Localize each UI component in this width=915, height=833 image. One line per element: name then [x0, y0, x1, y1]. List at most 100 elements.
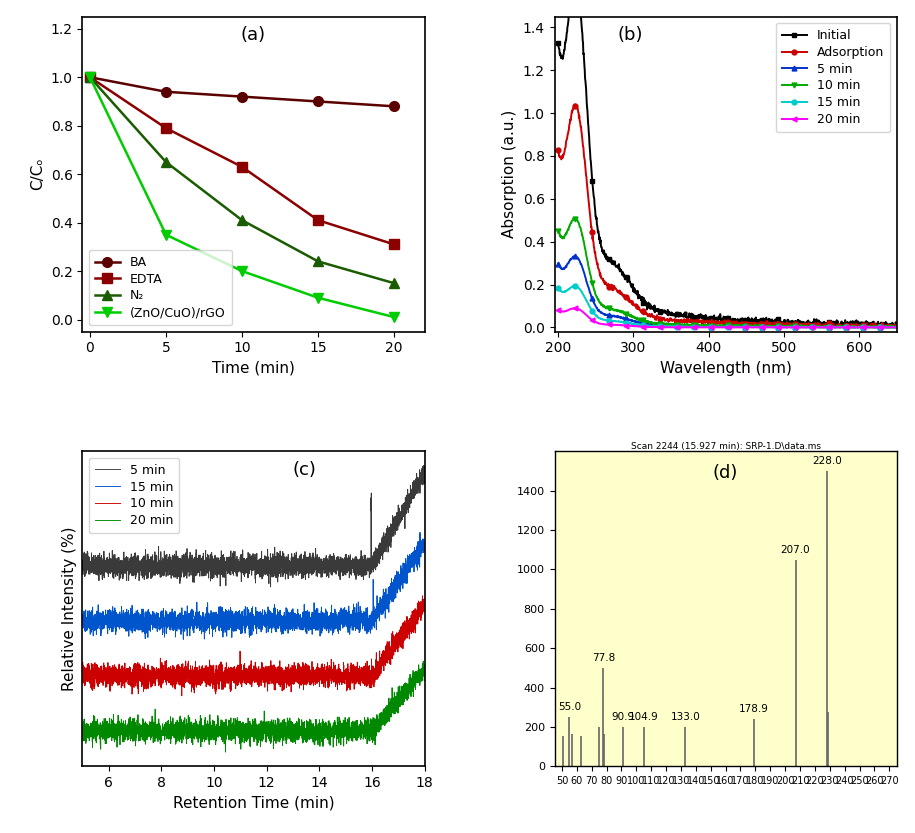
15 min — [392, 571, 403, 581]
Legend: BA, EDTA, N₂, (ZnO/CuO)/rGO: BA, EDTA, N₂, (ZnO/CuO)/rGO — [89, 250, 231, 326]
5 min — [570, 251, 581, 261]
Adsorption — [553, 145, 564, 155]
10 min — [392, 641, 403, 651]
20 min — [221, 729, 231, 739]
10 min — [221, 668, 231, 678]
15 min — [702, 322, 713, 332]
EDTA — [160, 123, 171, 133]
5 min — [409, 493, 420, 503]
Line: 10 min: 10 min — [82, 596, 425, 696]
5 min — [741, 322, 752, 332]
Text: (d): (d) — [713, 464, 738, 482]
20 min — [419, 663, 430, 673]
Line: (ZnO/CuO)/rGO: (ZnO/CuO)/rGO — [85, 72, 399, 322]
10 min — [824, 322, 834, 332]
Adsorption — [807, 322, 818, 332]
Y-axis label: Relative Intensity (%): Relative Intensity (%) — [62, 526, 77, 691]
15 min — [409, 554, 420, 564]
5 min — [702, 321, 713, 331]
15 min — [817, 322, 828, 332]
EDTA — [389, 239, 400, 249]
5 min — [77, 567, 88, 577]
15 min — [240, 622, 251, 632]
15 min — [722, 322, 733, 332]
20 min — [660, 322, 671, 332]
Initial — [785, 318, 796, 328]
Line: EDTA: EDTA — [85, 72, 399, 249]
Line: Adsorption: Adsorption — [556, 102, 899, 330]
10 min — [419, 594, 430, 604]
5 min — [824, 322, 834, 332]
(ZnO/CuO)/rGO — [84, 72, 95, 82]
10 min — [240, 670, 251, 680]
(ZnO/CuO)/rGO — [160, 230, 171, 240]
15 min — [414, 527, 425, 537]
Text: (a): (a) — [241, 26, 266, 44]
10 min — [690, 322, 701, 332]
5 min — [265, 582, 276, 592]
15 min — [786, 322, 797, 332]
15 min — [77, 620, 88, 630]
BA — [160, 87, 171, 97]
BA — [237, 92, 248, 102]
Line: 5 min: 5 min — [556, 253, 899, 330]
Text: 55.0: 55.0 — [558, 702, 581, 712]
BA — [313, 97, 324, 107]
(ZnO/CuO)/rGO — [237, 266, 248, 276]
Line: 10 min: 10 min — [556, 216, 899, 330]
10 min — [702, 321, 713, 331]
Line: N₂: N₂ — [85, 72, 399, 288]
5 min — [817, 322, 828, 332]
5 min — [419, 464, 430, 474]
20 min — [77, 724, 88, 734]
Line: BA: BA — [85, 72, 399, 111]
20 min — [418, 656, 429, 666]
10 min — [223, 675, 234, 685]
10 min — [587, 281, 598, 291]
Adsorption — [817, 321, 828, 331]
15 min — [221, 617, 231, 627]
5 min — [891, 322, 902, 332]
20 min — [817, 322, 828, 332]
EDTA — [84, 72, 95, 82]
15 min — [419, 538, 430, 548]
BA — [84, 72, 95, 82]
15 min — [223, 614, 234, 624]
Initial — [891, 319, 902, 329]
X-axis label: Wavelength (nm): Wavelength (nm) — [660, 361, 791, 376]
15 min — [569, 281, 580, 291]
5 min — [223, 562, 234, 572]
Line: 15 min: 15 min — [556, 283, 899, 330]
Y-axis label: Absorption (a.u.): Absorption (a.u.) — [502, 110, 517, 238]
5 min — [553, 259, 564, 269]
20 min — [569, 303, 580, 313]
Adsorption — [824, 321, 834, 331]
10 min — [177, 691, 188, 701]
20 min — [703, 322, 714, 332]
20 min — [587, 316, 598, 326]
15 min — [178, 635, 188, 645]
20 min — [553, 305, 564, 315]
15 min — [326, 616, 337, 626]
5 min — [419, 461, 430, 471]
10 min — [817, 322, 828, 332]
20 min — [223, 735, 234, 745]
20 min — [891, 322, 902, 332]
Text: 90.9: 90.9 — [611, 712, 634, 722]
N₂ — [313, 257, 324, 267]
15 min — [553, 282, 564, 292]
X-axis label: Retention Time (min): Retention Time (min) — [173, 796, 334, 811]
20 min — [221, 747, 231, 757]
5 min — [786, 322, 797, 332]
Adsorption — [891, 322, 902, 332]
15 min — [891, 322, 902, 332]
15 min — [824, 322, 834, 332]
Legend: Initial, Adsorption, 5 min, 10 min, 15 min, 20 min: Initial, Adsorption, 5 min, 10 min, 15 m… — [776, 23, 890, 132]
20 min — [392, 687, 403, 697]
15 min — [587, 307, 598, 317]
20 min — [786, 322, 797, 332]
N₂ — [389, 278, 400, 288]
5 min — [690, 321, 701, 331]
Line: 15 min: 15 min — [82, 532, 425, 640]
Text: 178.9: 178.9 — [738, 704, 769, 714]
